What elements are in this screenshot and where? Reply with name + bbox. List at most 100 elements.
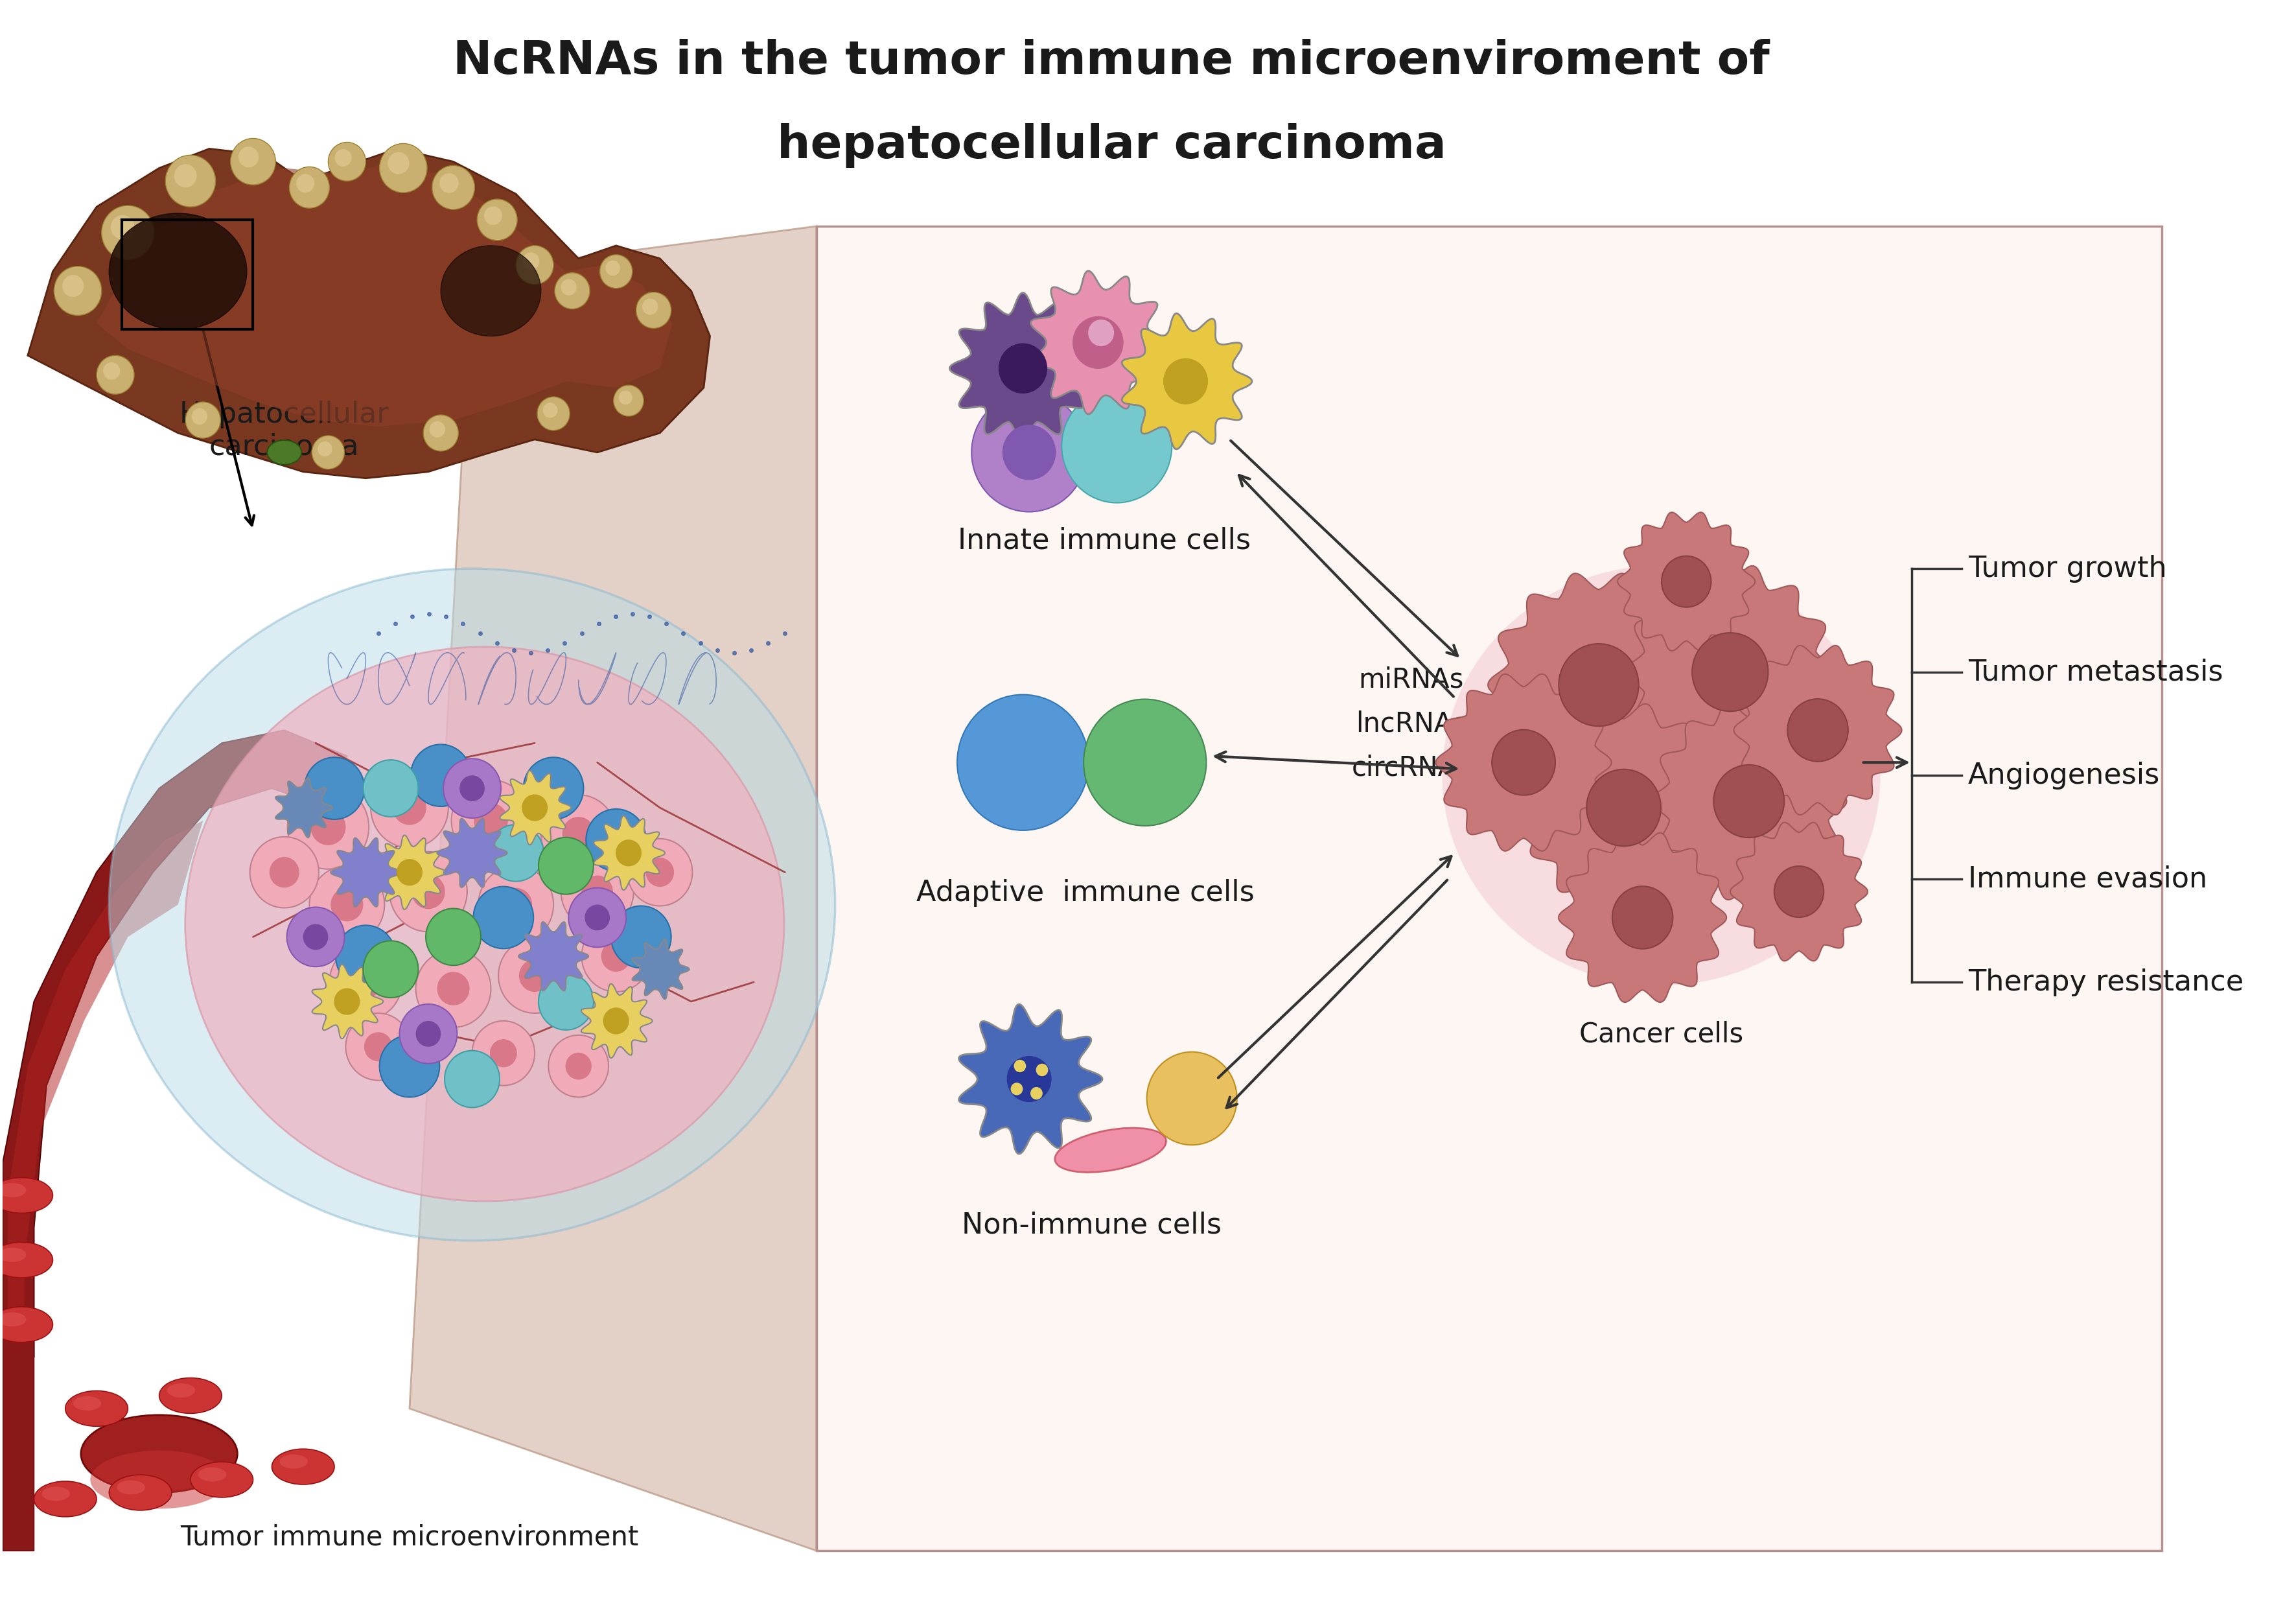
Circle shape bbox=[296, 175, 315, 193]
Circle shape bbox=[363, 760, 418, 817]
Circle shape bbox=[459, 777, 484, 801]
Circle shape bbox=[627, 838, 693, 906]
Ellipse shape bbox=[168, 1383, 195, 1398]
Text: Tumor metastasis: Tumor metastasis bbox=[1968, 659, 2223, 686]
Ellipse shape bbox=[117, 1480, 145, 1495]
Circle shape bbox=[540, 838, 595, 895]
Text: hepatocellular carcinoma: hepatocellular carcinoma bbox=[776, 123, 1446, 168]
Circle shape bbox=[585, 809, 645, 870]
Circle shape bbox=[416, 1021, 441, 1047]
Circle shape bbox=[645, 858, 673, 887]
Circle shape bbox=[397, 859, 422, 885]
Polygon shape bbox=[1123, 314, 1251, 450]
Circle shape bbox=[613, 385, 643, 416]
Circle shape bbox=[174, 163, 197, 188]
Circle shape bbox=[1587, 769, 1660, 846]
Circle shape bbox=[110, 215, 135, 239]
Circle shape bbox=[1015, 1060, 1026, 1071]
Circle shape bbox=[549, 1036, 608, 1097]
Circle shape bbox=[1061, 388, 1171, 503]
Circle shape bbox=[101, 205, 154, 260]
Polygon shape bbox=[2, 1325, 34, 1550]
Circle shape bbox=[328, 142, 365, 181]
Circle shape bbox=[287, 908, 344, 966]
Circle shape bbox=[239, 147, 259, 167]
Text: NcRNAs in the tumor immune microenviroment of: NcRNAs in the tumor immune microenvirome… bbox=[452, 39, 1770, 84]
Circle shape bbox=[55, 267, 101, 316]
Circle shape bbox=[432, 165, 475, 209]
Text: Tumor immune microenvironment: Tumor immune microenvironment bbox=[181, 1524, 638, 1550]
Circle shape bbox=[335, 989, 360, 1014]
Circle shape bbox=[1559, 644, 1639, 726]
Circle shape bbox=[103, 362, 119, 380]
Circle shape bbox=[312, 435, 344, 469]
Text: Cancer cells: Cancer cells bbox=[1580, 1021, 1743, 1048]
Circle shape bbox=[491, 1040, 517, 1066]
Circle shape bbox=[439, 972, 468, 1005]
Polygon shape bbox=[28, 149, 709, 479]
Ellipse shape bbox=[64, 1391, 129, 1427]
Circle shape bbox=[379, 144, 427, 193]
Circle shape bbox=[999, 343, 1047, 393]
Circle shape bbox=[565, 1053, 590, 1079]
Circle shape bbox=[537, 396, 569, 430]
Circle shape bbox=[186, 401, 220, 438]
Ellipse shape bbox=[280, 1455, 308, 1469]
Circle shape bbox=[416, 950, 491, 1027]
Circle shape bbox=[317, 442, 333, 456]
Circle shape bbox=[425, 908, 480, 966]
Polygon shape bbox=[374, 835, 445, 909]
Circle shape bbox=[523, 252, 540, 270]
Ellipse shape bbox=[34, 1480, 96, 1516]
Circle shape bbox=[443, 759, 501, 819]
Circle shape bbox=[556, 273, 590, 309]
Circle shape bbox=[501, 888, 533, 921]
Circle shape bbox=[165, 155, 216, 207]
Ellipse shape bbox=[73, 1396, 101, 1411]
Circle shape bbox=[620, 390, 631, 404]
Circle shape bbox=[347, 1013, 411, 1081]
Circle shape bbox=[328, 945, 402, 1019]
Circle shape bbox=[331, 888, 363, 921]
Text: miRNAs
lncRNAs
circRNAs: miRNAs lncRNAs circRNAs bbox=[1352, 665, 1469, 781]
Circle shape bbox=[1003, 426, 1056, 479]
Polygon shape bbox=[960, 1005, 1102, 1154]
Ellipse shape bbox=[0, 1183, 25, 1197]
Circle shape bbox=[363, 940, 418, 998]
Text: Adaptive  immune cells: Adaptive immune cells bbox=[916, 879, 1254, 906]
Polygon shape bbox=[1031, 270, 1169, 414]
Circle shape bbox=[1035, 1065, 1047, 1076]
Polygon shape bbox=[501, 770, 572, 845]
Circle shape bbox=[351, 966, 381, 998]
Circle shape bbox=[62, 275, 83, 298]
Circle shape bbox=[250, 837, 319, 908]
Circle shape bbox=[1008, 1057, 1052, 1102]
Ellipse shape bbox=[41, 1487, 69, 1502]
Ellipse shape bbox=[0, 1247, 25, 1262]
Ellipse shape bbox=[110, 568, 836, 1241]
Circle shape bbox=[191, 408, 207, 424]
Circle shape bbox=[1031, 1087, 1042, 1099]
Circle shape bbox=[498, 938, 572, 1013]
Circle shape bbox=[1713, 765, 1784, 838]
Ellipse shape bbox=[110, 214, 246, 330]
Circle shape bbox=[305, 757, 365, 819]
Circle shape bbox=[1088, 320, 1114, 346]
FancyBboxPatch shape bbox=[817, 227, 2163, 1550]
Circle shape bbox=[96, 356, 133, 395]
Circle shape bbox=[1612, 887, 1674, 948]
Polygon shape bbox=[1435, 675, 1612, 851]
Circle shape bbox=[365, 1032, 393, 1061]
Circle shape bbox=[335, 925, 395, 987]
Ellipse shape bbox=[266, 440, 301, 464]
Polygon shape bbox=[409, 227, 817, 1550]
Circle shape bbox=[599, 254, 631, 288]
Circle shape bbox=[439, 173, 459, 193]
Circle shape bbox=[585, 904, 608, 930]
Circle shape bbox=[957, 694, 1088, 830]
Ellipse shape bbox=[80, 1416, 236, 1492]
Text: Tumor growth: Tumor growth bbox=[1968, 555, 2167, 582]
Polygon shape bbox=[436, 819, 507, 887]
Circle shape bbox=[230, 139, 276, 184]
Circle shape bbox=[422, 414, 459, 451]
